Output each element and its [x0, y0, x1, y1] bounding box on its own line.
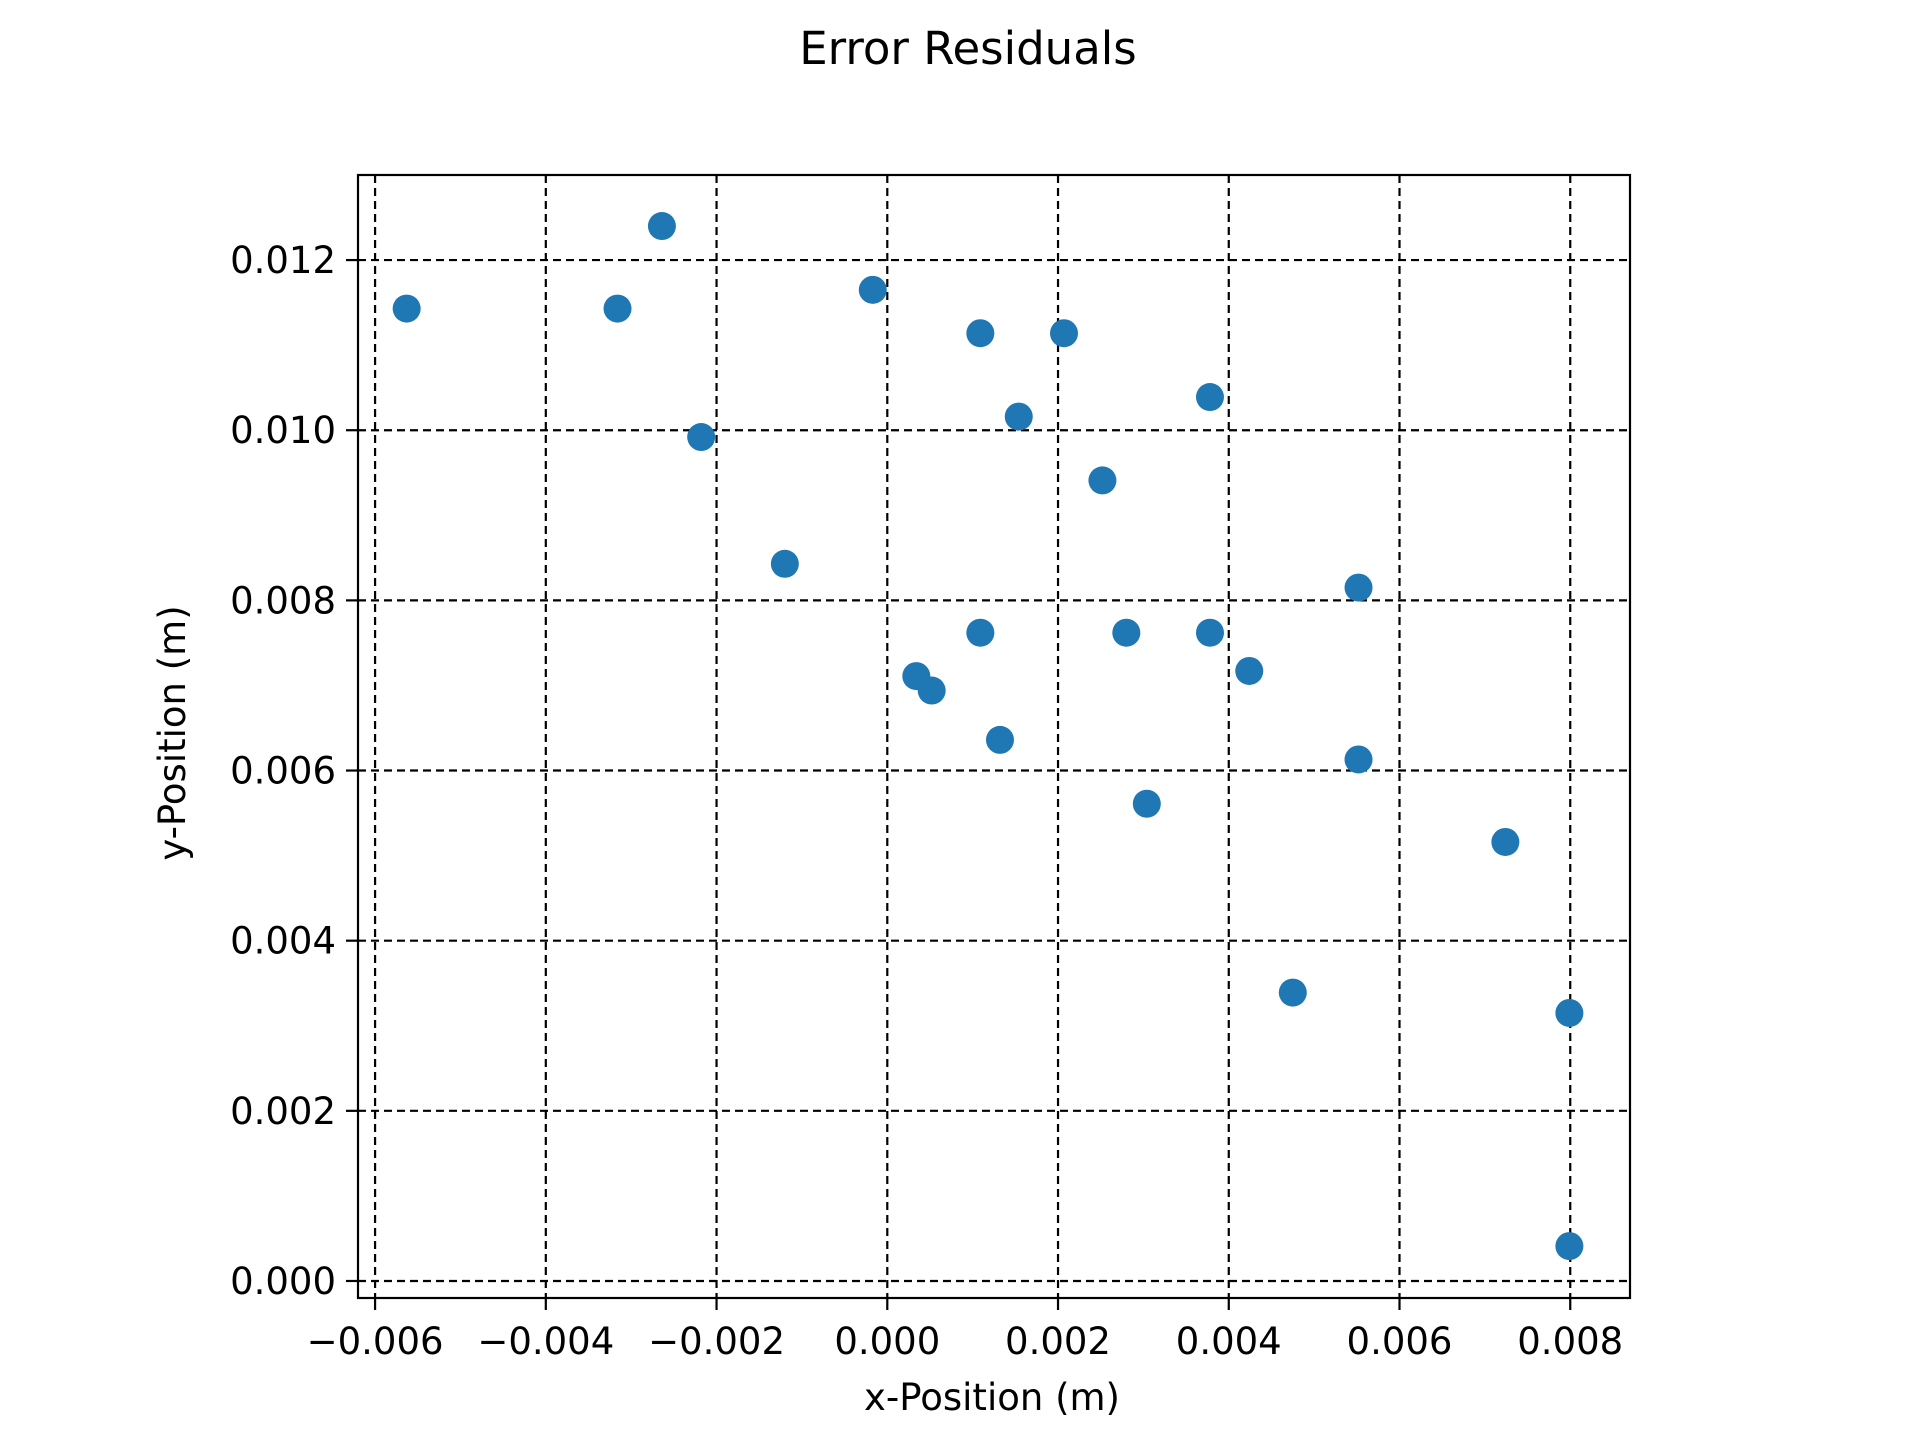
scatter-point	[985, 725, 1014, 754]
x-tick-label: 0.000	[834, 1320, 940, 1363]
scatter-point	[1004, 402, 1033, 431]
y-tick-label: 0.004	[230, 920, 336, 963]
scatter-point	[966, 618, 995, 647]
x-tick-label: −0.002	[648, 1320, 785, 1363]
scatter-point	[1235, 656, 1264, 685]
chart-title: Error Residuals	[799, 22, 1136, 75]
scatter-point	[1195, 618, 1224, 647]
y-tick-label: 0.000	[230, 1260, 336, 1303]
scatter-point	[1555, 1232, 1584, 1261]
scatter-point	[1195, 383, 1224, 412]
scatter-point	[1491, 827, 1520, 856]
scatter-point	[647, 212, 676, 241]
x-tick-label: −0.004	[477, 1320, 614, 1363]
y-tick-label: 0.012	[230, 239, 336, 282]
point-layer	[392, 212, 1584, 1261]
scatter-point	[1344, 573, 1373, 602]
scatter-point	[392, 294, 421, 323]
x-axis-label: x-Position (m)	[864, 1376, 1120, 1419]
y-tick-label: 0.008	[230, 579, 336, 622]
scatter-point	[1555, 998, 1584, 1027]
scatter-point	[1132, 789, 1161, 818]
y-tick-label: 0.006	[230, 750, 336, 793]
scatter-point	[1278, 978, 1307, 1007]
x-tick-label: −0.006	[307, 1320, 444, 1363]
scatter-point	[1112, 618, 1141, 647]
scatter-point	[1088, 466, 1117, 495]
y-axis-label: y-Position (m)	[151, 605, 194, 860]
x-tick-label: 0.004	[1176, 1320, 1282, 1363]
scatter-point	[1344, 745, 1373, 774]
scatter-point	[603, 294, 632, 323]
grid-layer	[358, 175, 1630, 1298]
scatter-point	[966, 319, 995, 348]
x-tick-label: 0.002	[1005, 1320, 1111, 1363]
x-tick-label: 0.006	[1347, 1320, 1453, 1363]
tick-layer: −0.006 −0.004 −0.002 0.000 0.002 0.004 0.006 0.…	[230, 239, 1623, 1363]
scatter-point	[1050, 319, 1079, 348]
y-tick-label: 0.002	[230, 1090, 336, 1133]
scatter-point	[858, 275, 887, 304]
scatter-point	[770, 549, 799, 578]
x-tick-label: 0.008	[1517, 1320, 1623, 1363]
y-tick-label: 0.010	[230, 409, 336, 452]
plot-frame	[356, 173, 1632, 1300]
scatter-point	[687, 423, 716, 452]
scatter-point	[917, 676, 946, 705]
